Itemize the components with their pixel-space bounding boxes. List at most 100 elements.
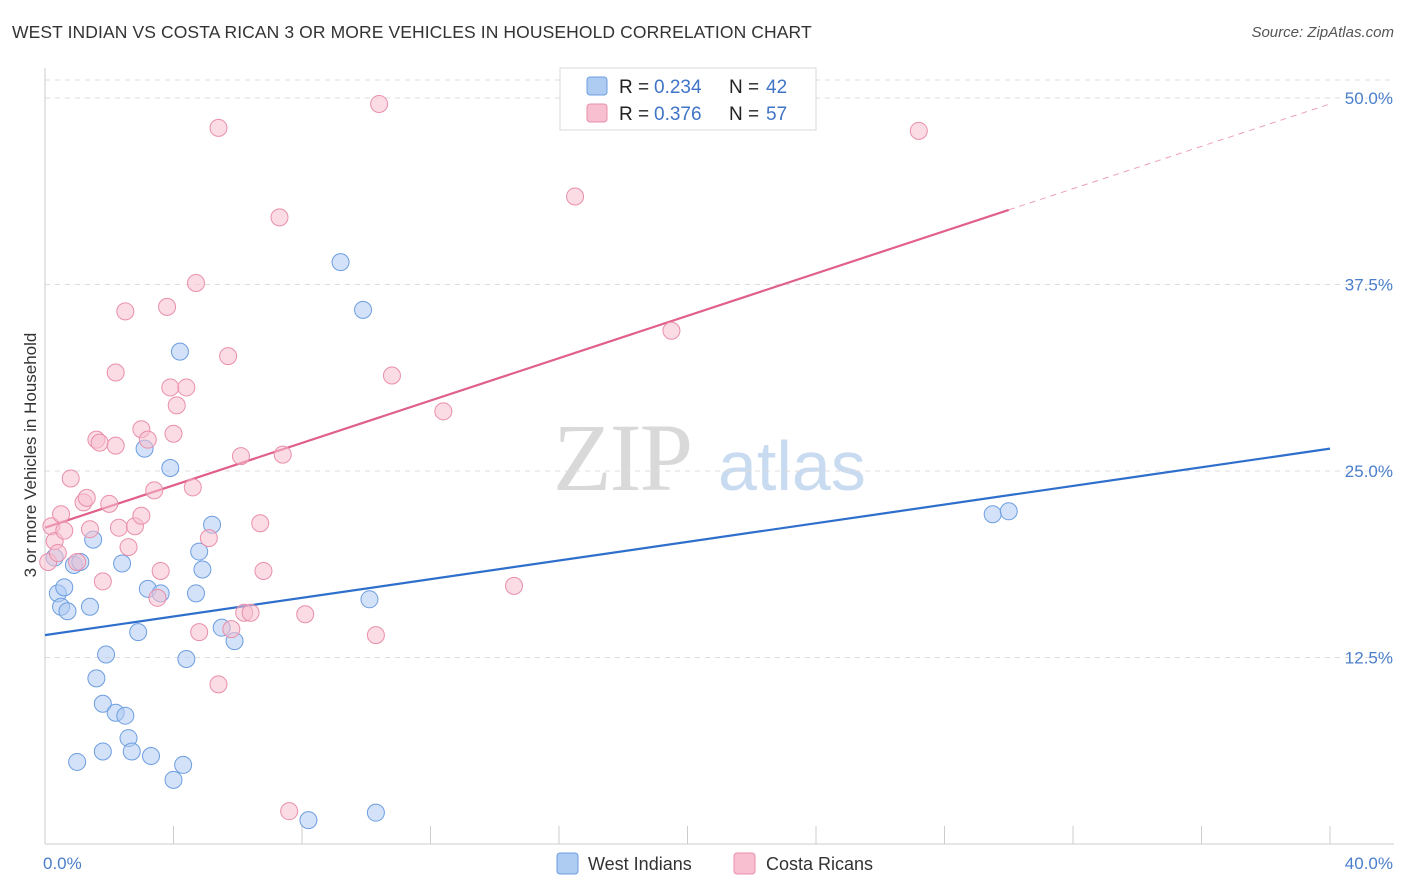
costa-ricans-point-30: [183, 478, 202, 497]
source-label: Source: ZipAtlas.com: [1251, 24, 1394, 41]
west-indians-point-17: [129, 623, 148, 642]
costa-ricans-point-12: [100, 494, 119, 513]
costa-ricans-point-22: [145, 481, 164, 500]
legend-r-value-2: 0.376: [654, 104, 702, 125]
legend-n-label-2: N =: [729, 104, 759, 125]
costa-ricans-point-10: [90, 433, 109, 452]
chart-title: WEST INDIAN VS COSTA RICAN 3 OR MORE VEH…: [12, 22, 812, 42]
west-indians-point-34: [331, 253, 350, 272]
costa-ricans-point-27: [164, 424, 183, 443]
costa-ricans-point-41: [251, 514, 270, 533]
west-indians-point-27: [186, 584, 205, 603]
costa-ricans-point-8: [80, 520, 99, 539]
costa-ricans-point-37: [222, 620, 241, 639]
grid-lines: [45, 79, 1394, 658]
costa-ricans-point-34: [209, 675, 228, 694]
bottom-legend-label-west-indians: West Indians: [588, 854, 692, 874]
trend-lines: [44, 103, 1331, 637]
west-indians-point-28: [190, 542, 209, 561]
watermark-atlas: atlas: [718, 427, 866, 505]
west-indians-point-37: [366, 803, 385, 822]
west-indians-point-29: [193, 560, 212, 579]
data-points: [39, 94, 1018, 830]
west-indians-point-20: [142, 746, 161, 765]
west-indians-point-23: [164, 770, 183, 789]
legend-n-value-1: 42: [766, 77, 787, 98]
legend-n-label-1: N =: [729, 77, 759, 98]
legend-n-value-2: 57: [766, 104, 787, 125]
costa-ricans-point-31: [186, 274, 205, 293]
costa-ricans-point-46: [296, 605, 315, 624]
costa-ricans-point-32: [190, 623, 209, 642]
costa-ricans-point-50: [434, 402, 453, 421]
legend-r-label-2: R =: [619, 104, 649, 125]
bottom-legend-swatch-blue: [556, 852, 579, 875]
west-indians-point-33: [299, 811, 318, 830]
costa-ricans-trend-line: [44, 208, 1010, 529]
costa-ricans-point-48: [370, 94, 389, 113]
costa-ricans-point-56: [48, 544, 67, 563]
costa-ricans-point-18: [106, 363, 125, 382]
costa-ricans-point-25: [158, 297, 177, 316]
west-indians-point-4: [58, 602, 77, 621]
axes: [44, 68, 1394, 845]
west-indians-point-11: [97, 645, 116, 664]
west-indians-point-41: [93, 742, 112, 761]
west-indians-point-13: [113, 554, 132, 573]
costa-ricans-point-19: [132, 506, 151, 525]
west-indians-point-35: [354, 300, 373, 319]
costa-ricans-point-14: [109, 518, 128, 537]
x-tick-label-0: 0.0%: [43, 854, 82, 873]
west-indians-point-26: [177, 649, 196, 668]
bottom-legend-label-costa-ricans: Costa Ricans: [766, 854, 873, 874]
costa-ricans-point-21: [138, 430, 157, 449]
series-legend: West Indians Costa Ricans: [556, 852, 873, 875]
west-indians-point-22: [161, 459, 180, 478]
bottom-legend-swatch-pink: [733, 852, 756, 875]
costa-ricans-point-42: [254, 561, 273, 580]
west-indians-point-14: [116, 706, 135, 725]
y-tick-label-0: 12.5%: [1345, 649, 1393, 668]
costa-ricans-point-52: [566, 187, 585, 206]
tick-labels: 12.5% 25.0% 37.5% 50.0% 0.0% 40.0%: [43, 89, 1393, 873]
costa-ricans-point-23: [148, 588, 167, 607]
west-indians-point-38: [983, 505, 1002, 524]
costa-ricans-point-54: [909, 121, 928, 140]
costa-ricans-point-5: [68, 553, 87, 572]
costa-ricans-point-26: [161, 378, 180, 397]
y-tick-label-1: 25.0%: [1345, 462, 1393, 481]
west-indians-trend-line: [44, 447, 1331, 637]
costa-ricans-point-49: [382, 366, 401, 385]
costa-ricans-point-28: [167, 396, 186, 415]
x-tick-label-1: 40.0%: [1345, 854, 1393, 873]
costa-ricans-point-33: [199, 529, 218, 548]
costa-ricans-trend-extension: [1008, 103, 1331, 211]
costa-ricans-point-45: [280, 802, 299, 821]
costa-ricans-point-2: [52, 505, 71, 524]
west-indians-point-39: [999, 502, 1018, 521]
west-indians-point-10: [93, 694, 112, 713]
costa-ricans-point-3: [55, 521, 74, 540]
costa-ricans-point-15: [116, 302, 135, 321]
west-indians-point-3: [55, 578, 74, 597]
costa-ricans-point-16: [119, 538, 138, 557]
west-indians-point-36: [360, 590, 379, 609]
costa-ricans-point-29: [177, 378, 196, 397]
legend-swatch-pink: [586, 103, 608, 123]
west-indians-point-24: [170, 342, 189, 361]
costa-ricans-point-35: [209, 118, 228, 137]
west-indians-point-9: [87, 669, 106, 688]
west-indians-point-25: [174, 755, 193, 774]
stats-legend: R = 0.234 N = 42 R = 0.376 N = 57: [559, 67, 817, 131]
costa-ricans-point-36: [219, 347, 238, 366]
costa-ricans-point-47: [366, 626, 385, 645]
legend-r-value-1: 0.234: [654, 77, 702, 98]
costa-ricans-point-7: [77, 488, 96, 507]
y-axis-label: 3 or more Vehicles in Household: [21, 333, 40, 578]
costa-ricans-point-40: [241, 603, 260, 622]
costa-ricans-point-13: [106, 436, 125, 455]
costa-ricans-point-44: [273, 445, 292, 464]
costa-ricans-point-43: [270, 208, 289, 227]
west-indians-point-40: [68, 752, 87, 771]
